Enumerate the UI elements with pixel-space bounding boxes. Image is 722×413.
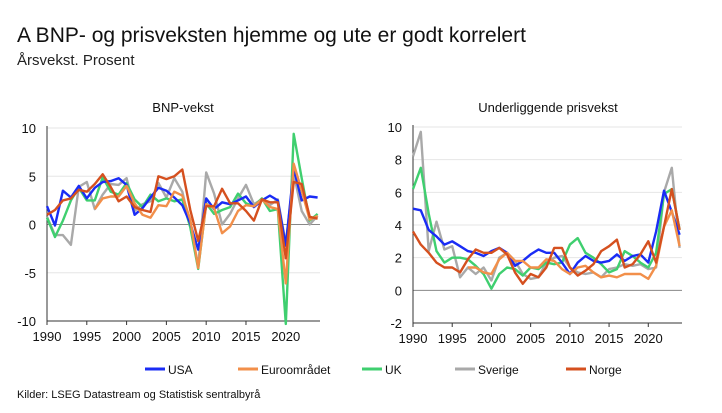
x-tick-label: 2000 — [112, 329, 141, 344]
legend-item: Norge — [566, 363, 622, 377]
x-tick-label: 2005 — [152, 329, 181, 344]
series-line-norge — [411, 187, 681, 285]
x-tick-label: 2000 — [477, 331, 506, 346]
y-tick-label: 10 — [388, 120, 402, 135]
legend-label: Euroområdet — [261, 363, 331, 377]
y-tick-label: 0 — [395, 283, 402, 298]
x-tick-label: 2005 — [516, 331, 545, 346]
x-tick-label: 1995 — [72, 329, 101, 344]
x-tick-label: 1990 — [399, 331, 428, 346]
series-line-usa — [45, 167, 318, 251]
y-tick-label: 6 — [395, 185, 402, 200]
legend-label: Sverige — [478, 363, 519, 377]
series-line-usa — [412, 189, 681, 276]
y-tick-label: 8 — [395, 153, 402, 168]
series-line-uk — [45, 132, 319, 326]
series-line-uk — [411, 166, 681, 290]
y-tick-label: 4 — [395, 218, 402, 233]
legend-item: Euroområdet — [238, 363, 331, 377]
x-tick-label: 1995 — [438, 331, 467, 346]
x-tick-label: 2010 — [555, 331, 584, 346]
x-tick-label: 2015 — [595, 331, 624, 346]
legend-label: USA — [168, 363, 193, 377]
legend-label: Norge — [589, 363, 622, 377]
x-tick-label: 2010 — [192, 329, 221, 344]
series-line-euroområdet — [93, 162, 319, 285]
figure-title: A BNP- og prisveksten hjemme og ute er g… — [17, 24, 526, 47]
y-tick-label: -10 — [17, 314, 36, 329]
x-tick-label: 2020 — [634, 331, 663, 346]
x-tick-label: 1990 — [33, 329, 62, 344]
panel-title: BNP-vekst — [152, 100, 214, 115]
series-line-sverige — [45, 171, 319, 268]
figure-subtitle: Årsvekst. Prosent — [17, 52, 135, 69]
legend-item: Sverige — [455, 363, 519, 377]
x-tick-label: 2020 — [271, 329, 300, 344]
y-tick-label: -5 — [24, 266, 36, 281]
source-note: Kilder: LSEG Datastream og Statistisk se… — [17, 389, 261, 401]
y-tick-label: 2 — [395, 251, 402, 266]
y-tick-label: 0 — [29, 218, 36, 233]
y-tick-label: 5 — [29, 169, 36, 184]
legend-item: UK — [362, 363, 402, 377]
y-tick-label: 10 — [22, 121, 36, 136]
legend-label: UK — [385, 363, 402, 377]
legend: USA Euroområdet UK Sverige Norge — [145, 363, 622, 377]
series-line-norge — [46, 168, 318, 260]
legend-item: USA — [145, 363, 193, 377]
y-tick-label: -2 — [390, 316, 402, 331]
x-tick-label: 2015 — [232, 329, 261, 344]
panel-title: Underliggende prisvekst — [478, 100, 618, 115]
